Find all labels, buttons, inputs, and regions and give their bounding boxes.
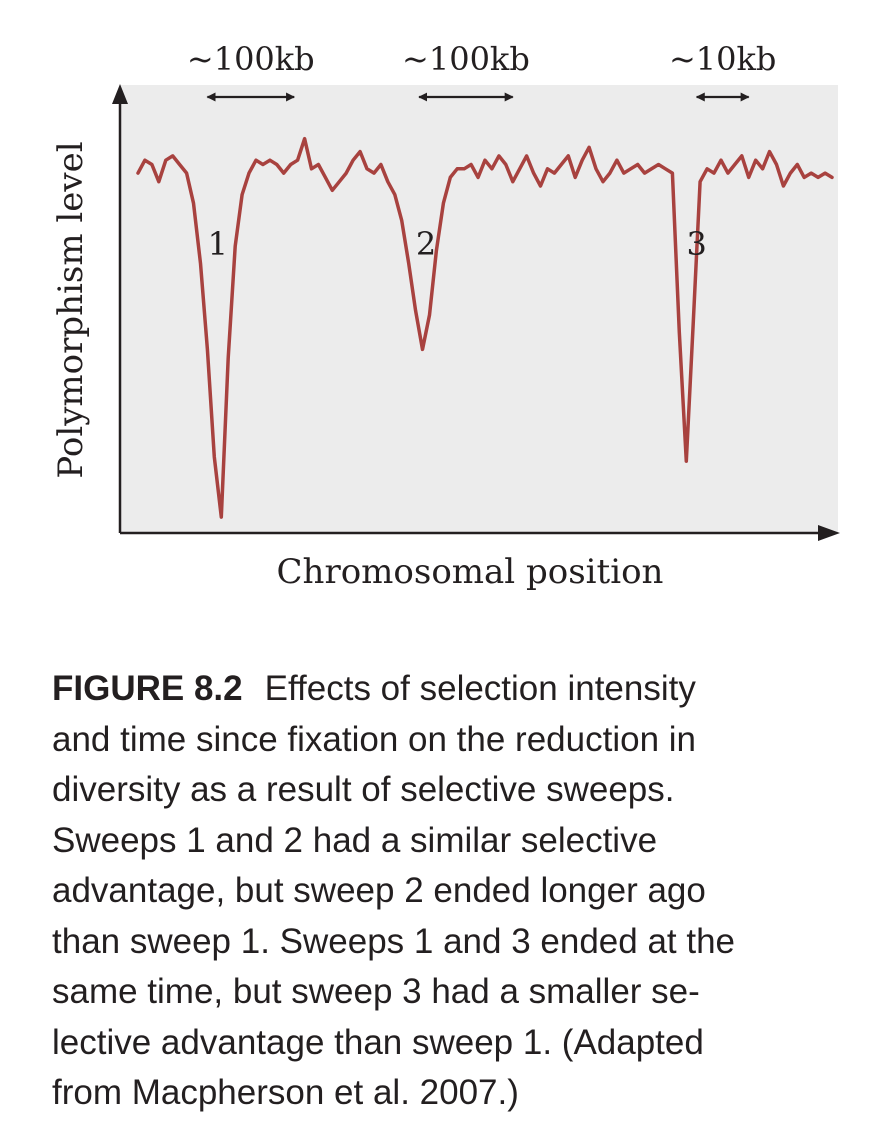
annotations: 1 2 3 — [208, 225, 707, 263]
caption-line: same time, but sweep 3 had a smaller se- — [52, 972, 700, 1011]
caption-line: advantage, but sweep 2 ended longer ago — [52, 871, 706, 910]
plot-area — [120, 85, 838, 533]
y-axis-arrowhead — [112, 84, 128, 104]
figure: ~100kb ~100kb ~10kb 1 2 3 Chromosomal positi… — [51, 40, 840, 592]
caption-line: FIGURE 8.2 Effects of selection intensity — [52, 664, 852, 715]
caption-line: from Macpherson et al. 2007.) — [52, 1073, 519, 1112]
sweep-3-width-label: ~10kb — [669, 40, 776, 78]
sweep-1-label: 1 — [208, 225, 228, 263]
caption-line: and time since fixation on the reduction… — [52, 719, 696, 759]
series-line-polymorphism — [136, 136, 834, 519]
x-axis-label: Chromosomal position — [277, 552, 664, 592]
caption-line: than sweep 1. Sweeps 1 and 3 ended at th… — [52, 921, 736, 961]
caption-text: Effects of selection intensity — [264, 669, 696, 708]
chart: ~100kb ~100kb ~10kb 1 2 3 Chromosomal positi… — [51, 40, 840, 592]
sweep-2-label: 2 — [416, 225, 436, 263]
sweep-1-width-label: ~100kb — [187, 40, 315, 78]
y-axis-label: Polymorphism level — [51, 141, 91, 478]
caption-label: FIGURE 8.2 — [52, 669, 243, 708]
x-axis-arrowhead — [818, 525, 840, 541]
caption-line: diversity as a result of selective sweep… — [52, 770, 675, 809]
caption-line: Sweeps 1 and 2 had a similar selective — [52, 820, 658, 860]
sweep-2-width-label: ~100kb — [402, 40, 530, 78]
sweep-3-label: 3 — [686, 225, 706, 263]
figure-caption: FIGURE 8.2 Effects of selection intensity… — [52, 664, 852, 1119]
width-markers: ~100kb ~100kb ~10kb — [187, 40, 776, 102]
caption-line: lective advantage than sweep 1. (Adapted — [52, 1022, 704, 1062]
